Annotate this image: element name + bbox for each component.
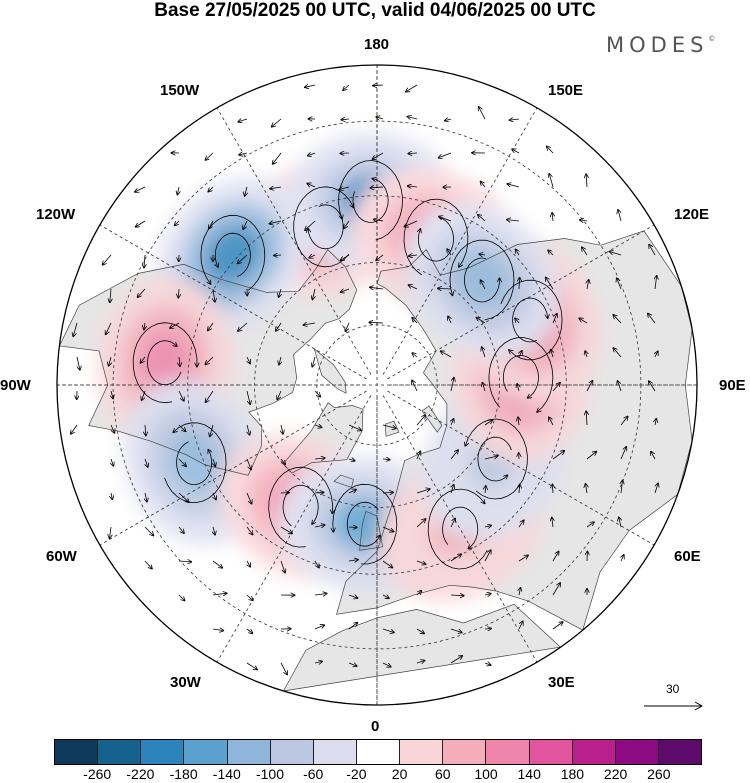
polar-map [0,0,750,740]
colorbar-tick-label: -100 [256,766,284,782]
lon-label-30e: 30E [548,674,575,691]
colorbar-swatch [530,740,573,764]
colorbar-swatch [228,740,271,764]
colorbar-tick-label: 220 [604,766,627,782]
colorbar-ticks: -260 -220 -180 -140 -100 -60 -20 20 60 100 140 180 2… [54,765,702,783]
lon-label-90w: 90W [0,377,31,394]
lon-label-60e: 60E [674,548,701,565]
colorbar-swatch [616,740,659,764]
colorbar-tick-label: 140 [518,766,541,782]
lon-label-0: 0 [371,718,379,735]
colorbar-swatch [55,740,98,764]
lon-label-150w: 150W [160,82,199,99]
lon-label-90e: 90E [719,377,746,394]
colorbar-tick-label: 20 [392,766,408,782]
colorbar-tick-label: -180 [170,766,198,782]
colorbar-swatch [486,740,529,764]
lon-label-30w: 30W [170,674,201,691]
lon-label-120e: 120E [674,206,709,223]
colorbar-swatch [184,740,227,764]
colorbar-swatch [400,740,443,764]
colorbar [54,739,702,765]
wind-reference-vector: 30 [640,678,708,718]
colorbar-tick-label: -220 [126,766,154,782]
colorbar-swatch [357,740,400,764]
colorbar-swatch [141,740,184,764]
lon-label-180: 180 [364,36,389,53]
colorbar-swatch [659,740,701,764]
colorbar-tick-label: 60 [435,766,451,782]
lon-label-120w: 120W [36,206,75,223]
colorbar-tick-label: -140 [213,766,241,782]
reference-arrow-icon [640,698,708,714]
colorbar-swatch [98,740,141,764]
colorbar-swatch [314,740,357,764]
colorbar-tick-label: -20 [346,766,366,782]
colorbar-tick-label: -260 [83,766,111,782]
colorbar-tick-label: 260 [647,766,670,782]
lon-label-150e: 150E [548,82,583,99]
colorbar-swatch [573,740,616,764]
lon-label-60w: 60W [46,548,77,565]
colorbar-tick-label: 180 [561,766,584,782]
wind-reference-label: 30 [666,682,679,696]
colorbar-tick-label: -60 [303,766,323,782]
colorbar-swatch [271,740,314,764]
colorbar-swatch [443,740,486,764]
colorbar-tick-label: 100 [474,766,497,782]
